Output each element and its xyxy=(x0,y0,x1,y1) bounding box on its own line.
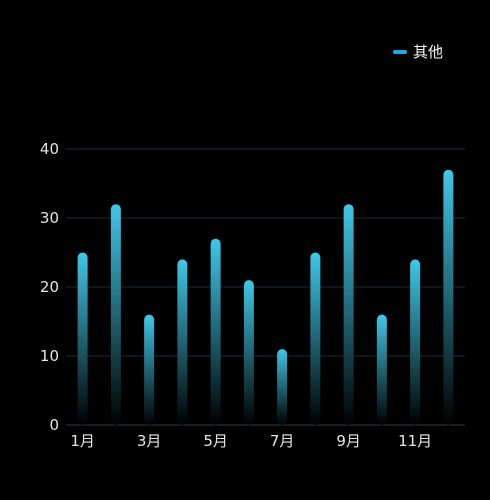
x-tick-label: 5月 xyxy=(203,432,228,450)
x-tick-label: 9月 xyxy=(336,432,361,450)
bar-12[interactable] xyxy=(443,169,454,425)
bar-1[interactable] xyxy=(77,252,88,426)
y-tick-label: 20 xyxy=(40,278,59,296)
bar-2[interactable] xyxy=(110,204,121,425)
bar-3[interactable] xyxy=(144,314,155,425)
x-tick-label: 7月 xyxy=(270,432,295,450)
bar-8[interactable] xyxy=(310,252,321,426)
grid-lines xyxy=(66,148,465,426)
legend-label[interactable]: 其他 xyxy=(413,43,443,61)
y-tick-label: 30 xyxy=(40,209,59,227)
x-axis: 1月 3月 5月 7月 9月 11月 xyxy=(70,432,432,450)
y-tick-label: 10 xyxy=(40,347,59,365)
bar-series xyxy=(77,169,454,426)
bar-7[interactable] xyxy=(277,349,288,425)
y-axis: 0 10 20 30 40 xyxy=(40,140,59,434)
legend-marker-icon[interactable] xyxy=(393,50,407,54)
bar-6[interactable] xyxy=(243,280,254,425)
x-tick-label: 3月 xyxy=(137,432,162,450)
legend[interactable]: 其他 xyxy=(393,43,443,61)
x-tick-label: 1月 xyxy=(70,432,95,450)
bar-11[interactable] xyxy=(410,259,421,425)
x-tick-label: 11月 xyxy=(398,432,432,450)
y-tick-label: 0 xyxy=(49,416,59,434)
bar-10[interactable] xyxy=(376,314,387,425)
y-tick-label: 40 xyxy=(40,140,59,158)
bar-4[interactable] xyxy=(177,259,188,425)
bar-5[interactable] xyxy=(210,238,221,425)
bar-9[interactable] xyxy=(343,204,354,425)
